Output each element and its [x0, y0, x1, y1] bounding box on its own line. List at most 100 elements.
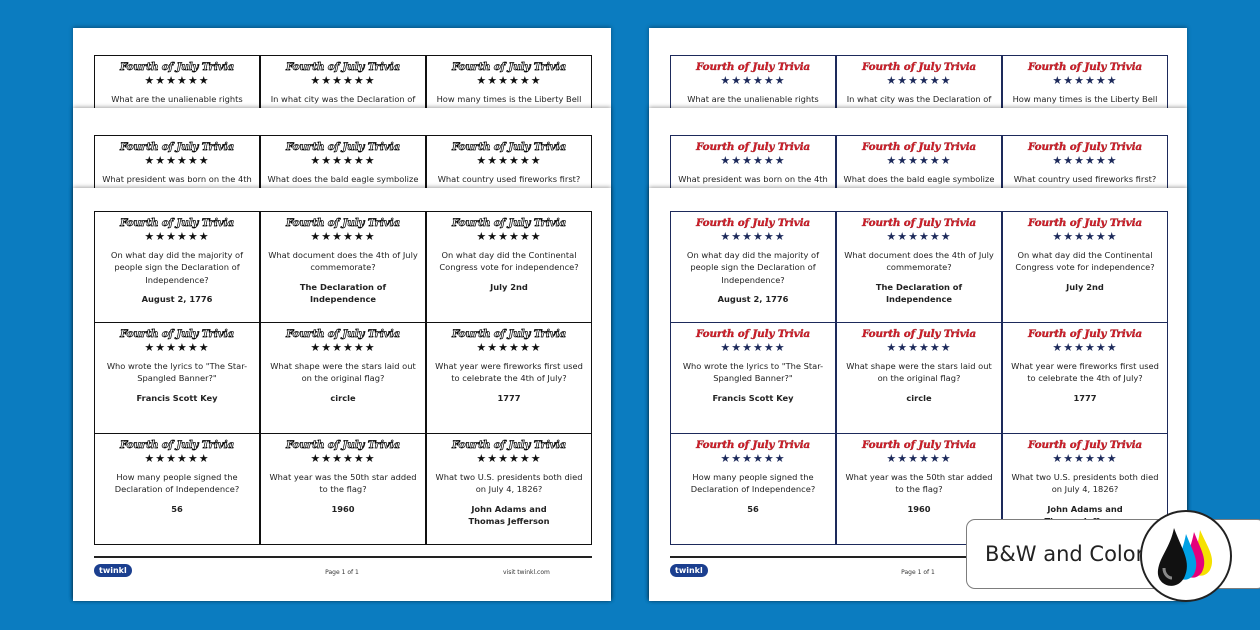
card-title: Fourth of July Trivia — [452, 61, 567, 74]
card-title: Fourth of July Trivia — [696, 439, 810, 451]
card-question: What are the unalienable rights — [687, 94, 819, 104]
card-question: In what city was the Declaration of — [270, 94, 416, 104]
card-stars: ★★★★★★ — [720, 452, 786, 465]
card-question: How many people signed the Declaration o… — [690, 472, 816, 495]
trivia-card: Fourth of July Trivia ★★★★★★ Who wrote the… — [94, 322, 260, 434]
card-answer: 56 — [747, 503, 759, 514]
card-title: Fourth of July Trivia — [696, 217, 810, 229]
card-stars: ★★★★★★ — [310, 230, 376, 243]
page-number: Page 1 of 1 — [901, 569, 935, 576]
card-title: Fourth of July Trivia — [862, 217, 976, 229]
card-answer: July 2nd — [1066, 281, 1104, 292]
card-question: Who wrote the lyrics to "The Star-Spangl… — [106, 361, 248, 384]
trivia-card: Fourth of July Trivia ★★★★★★ What document… — [836, 211, 1002, 323]
card-question: On what day did the majority of people s… — [686, 250, 820, 285]
trivia-card: Fourth of July Trivia ★★★★★★ What year was… — [836, 433, 1002, 545]
card-title: Fourth of July Trivia — [286, 61, 401, 74]
front-sheet: Fourth of July Trivia ★★★★★★ On what day d… — [73, 188, 611, 601]
footer-rule — [670, 556, 1168, 558]
card-stars: ★★★★★★ — [720, 74, 786, 87]
trivia-card: Fourth of July Trivia ★★★★★★ On what day d… — [94, 211, 260, 323]
card-stars: ★★★★★★ — [310, 452, 376, 465]
card-title: Fourth of July Trivia — [452, 439, 567, 452]
card-answer: John Adams and Thomas Jefferson — [468, 503, 550, 526]
card-answer: The Declaration of Independence — [875, 281, 963, 304]
card-question: How many people signed the Declaration o… — [114, 472, 240, 495]
trivia-card: Fourth of July Trivia ★★★★★★ What year wer… — [1002, 322, 1168, 434]
card-question: What shape were the stars laid out on th… — [846, 361, 992, 384]
card-question: How many times is the Liberty Bell — [436, 94, 582, 104]
card-stars: ★★★★★★ — [476, 74, 542, 87]
card-question: In what city was the Declaration of — [846, 94, 992, 104]
card-stars: ★★★★★★ — [144, 452, 210, 465]
footer-rule — [94, 556, 592, 558]
card-answer: Francis Scott Key — [136, 392, 218, 403]
card-title: Fourth of July Trivia — [1028, 328, 1142, 340]
trivia-card: Fourth of July Trivia ★★★★★★ What document… — [260, 211, 426, 323]
card-question: What year were fireworks first used to c… — [435, 361, 583, 384]
card-stars: ★★★★★★ — [1052, 230, 1118, 243]
card-stars: ★★★★★★ — [886, 74, 952, 87]
card-answer: 1777 — [497, 392, 521, 403]
card-answer: 56 — [171, 503, 183, 514]
card-stars: ★★★★★★ — [144, 74, 210, 87]
trivia-card: Fourth of July Trivia ★★★★★★ On what day d… — [1002, 211, 1168, 323]
trivia-card: Fourth of July Trivia ★★★★★★ What does the… — [836, 135, 1002, 225]
card-title: Fourth of July Trivia — [286, 217, 401, 230]
card-stars: ★★★★★★ — [886, 154, 952, 167]
card-question: What does the bald eagle symbolize — [267, 174, 419, 184]
card-title: Fourth of July Trivia — [286, 328, 401, 341]
card-title: Fourth of July Trivia — [120, 61, 235, 74]
card-stars: ★★★★★★ — [476, 341, 542, 354]
card-question: What country used fireworks first? — [1013, 174, 1157, 184]
card-answer: 1777 — [1073, 392, 1097, 403]
card-stars: ★★★★★★ — [720, 230, 786, 243]
card-question: What year was the 50th star added to the… — [845, 472, 993, 495]
trivia-card: Fourth of July Trivia ★★★★★★ What year wer… — [426, 322, 592, 434]
card-question: What president was born on the 4th — [102, 174, 252, 184]
card-question: What shape were the stars laid out on th… — [270, 361, 416, 384]
page-number: Page 1 of 1 — [325, 569, 359, 576]
trivia-card: Fourth of July Trivia ★★★★★★ Who wrote the… — [670, 322, 836, 434]
trivia-card: Fourth of July Trivia ★★★★★★ On what day d… — [426, 211, 592, 323]
card-question: What are the unalienable rights — [111, 94, 243, 104]
card-title: Fourth of July Trivia — [452, 141, 567, 154]
card-stars: ★★★★★★ — [1052, 452, 1118, 465]
card-stars: ★★★★★★ — [144, 341, 210, 354]
twinkl-logo: twinkl — [94, 564, 132, 577]
card-answer: The Declaration of Independence — [299, 281, 387, 304]
trivia-card: Fourth of July Trivia ★★★★★★ What country … — [426, 135, 592, 225]
card-question: What year were fireworks first used to c… — [1011, 361, 1159, 384]
card-stars: ★★★★★★ — [310, 154, 376, 167]
card-answer: August 2, 1776 — [141, 294, 213, 305]
card-title: Fourth of July Trivia — [696, 328, 810, 340]
card-question: What two U.S. presidents both died on Ju… — [435, 472, 583, 495]
card-stars: ★★★★★★ — [720, 341, 786, 354]
card-answer: 1960 — [331, 503, 355, 514]
card-title: Fourth of July Trivia — [862, 328, 976, 340]
trivia-card: Fourth of July Trivia ★★★★★★ What shape we… — [836, 322, 1002, 434]
card-answer: August 2, 1776 — [717, 294, 789, 305]
card-stars: ★★★★★★ — [886, 341, 952, 354]
trivia-card: Fourth of July Trivia ★★★★★★ How many peop… — [94, 433, 260, 545]
card-question: What two U.S. presidents both died on Ju… — [1011, 472, 1159, 495]
card-title: Fourth of July Trivia — [696, 61, 810, 73]
trivia-card: Fourth of July Trivia ★★★★★★ How many peop… — [670, 433, 836, 545]
card-answer: 1960 — [907, 503, 931, 514]
card-question: What president was born on the 4th — [678, 174, 828, 184]
card-question: What does the bald eagle symbolize — [843, 174, 995, 184]
card-question: What document does the 4th of July comme… — [268, 250, 418, 273]
trivia-card: Fourth of July Trivia ★★★★★★ What year was… — [260, 433, 426, 545]
card-stars: ★★★★★★ — [720, 154, 786, 167]
card-stars: ★★★★★★ — [144, 230, 210, 243]
card-stars: ★★★★★★ — [476, 452, 542, 465]
badge-label: B&W and Color — [985, 542, 1145, 566]
card-question: What year was the 50th star added to the… — [269, 472, 417, 495]
trivia-card: Fourth of July Trivia ★★★★★★ What shape we… — [260, 322, 426, 434]
card-question: On what day did the Continental Congress… — [439, 250, 579, 273]
card-answer: circle — [330, 392, 356, 403]
card-answer: Francis Scott Key — [712, 392, 794, 403]
card-title: Fourth of July Trivia — [286, 439, 401, 452]
card-title: Fourth of July Trivia — [862, 61, 976, 73]
